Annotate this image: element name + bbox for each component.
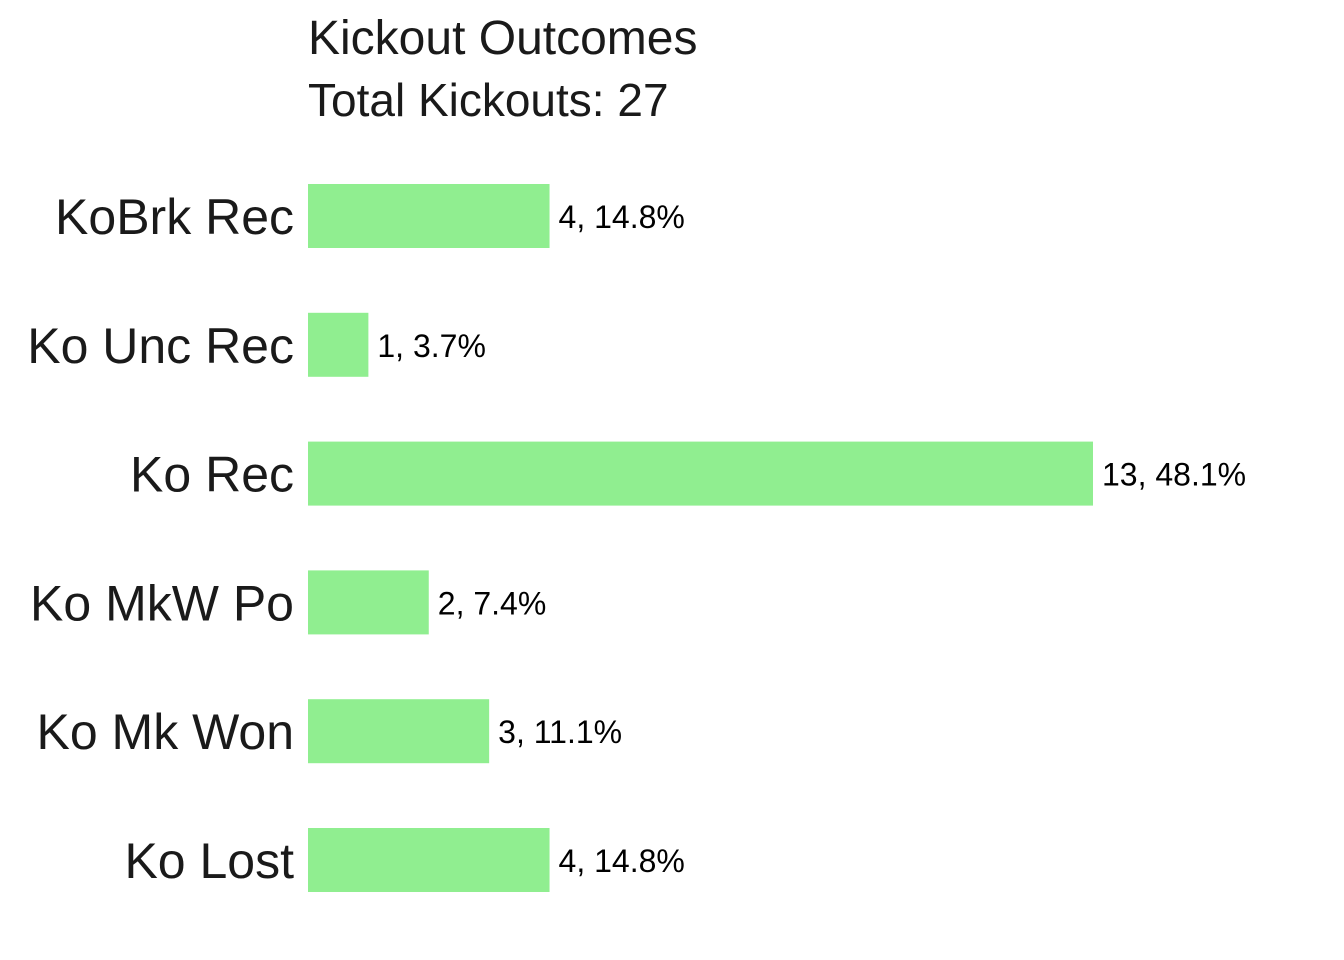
bar-ko-mkw-po [308, 570, 429, 635]
chart-subtitle: Total Kickouts: 27 [308, 74, 669, 126]
data-label-ko-unc-rec: 1, 3.7% [377, 328, 486, 364]
data-label-ko-mk-won: 3, 11.1% [498, 714, 622, 750]
category-label-ko-mk-won: Ko Mk Won [37, 704, 295, 760]
data-label-ko-mkw-po: 2, 7.4% [438, 585, 547, 621]
data-label-kobrk-rec: 4, 14.8% [559, 199, 685, 235]
bar-kobrk-rec [308, 184, 550, 248]
bar-ko-mk-won [308, 699, 490, 764]
bars-group: KoBrk Rec 4, 14.8% Ko Unc Rec 1, 3.7% Ko Rec… [27, 184, 1246, 892]
chart-title: Kickout Outcomes [308, 12, 697, 65]
category-label-kobrk-rec: KoBrk Rec [55, 189, 294, 245]
category-label-ko-unc-rec: Ko Unc Rec [27, 318, 294, 374]
category-label-ko-mkw-po: Ko MkW Po [30, 575, 294, 631]
bar-ko-rec [308, 441, 1093, 506]
data-label-ko-lost: 4, 14.8% [559, 843, 685, 879]
bar-ko-unc-rec [308, 312, 369, 377]
category-label-ko-lost: Ko Lost [124, 833, 294, 889]
data-label-ko-rec: 13, 48.1% [1102, 457, 1246, 493]
bar-ko-lost [308, 828, 550, 892]
category-label-ko-rec: Ko Rec [130, 447, 294, 503]
